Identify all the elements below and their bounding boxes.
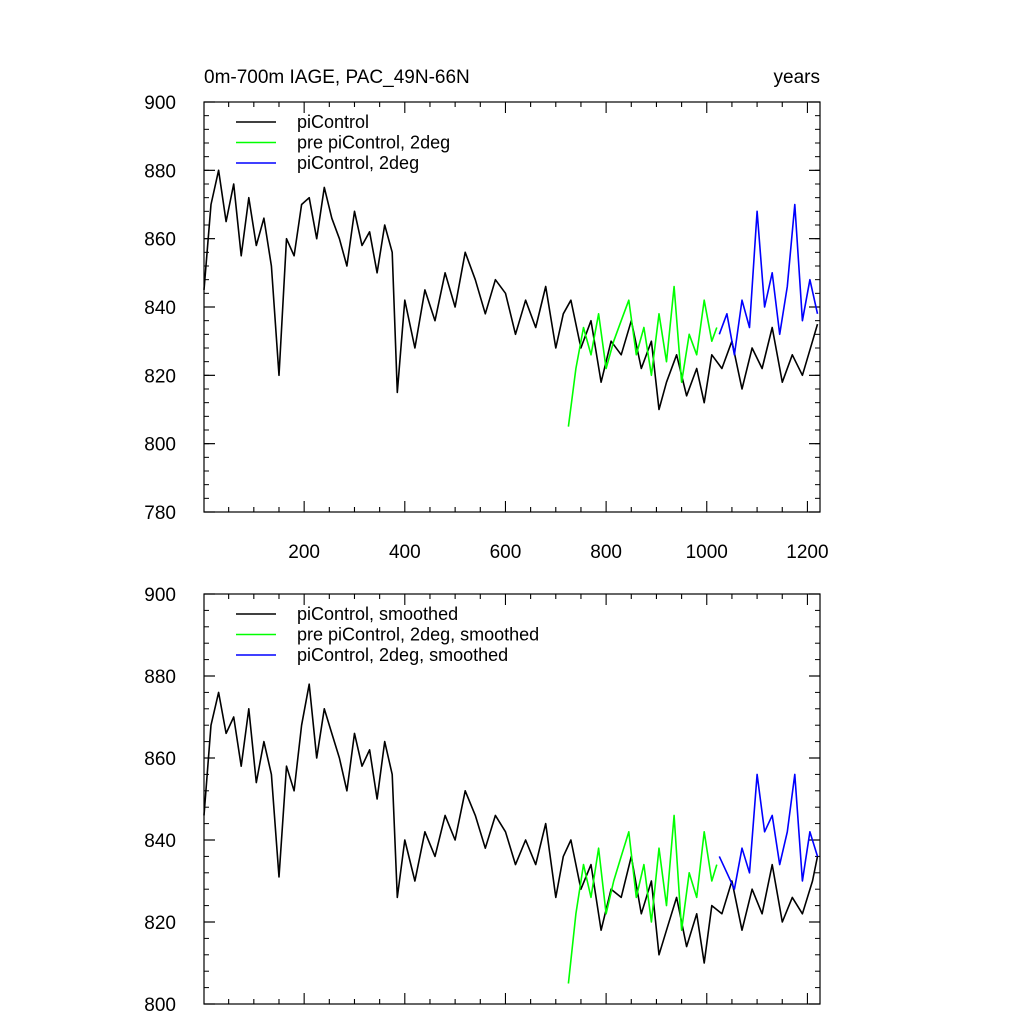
y-tick-label: 800 (144, 995, 176, 1016)
figure-units-label: years (774, 67, 820, 88)
x-tick-label: 600 (490, 542, 522, 563)
y-tick-label: 820 (144, 913, 176, 934)
y-tick-label: 880 (144, 161, 176, 182)
legend-label: pre piControl, 2deg (297, 133, 450, 153)
top-panel-time-series: 780 800 820 840 860 880 900 200 400 600 800 1000 120… (144, 93, 828, 563)
x-tick-label: 1200 (786, 542, 828, 563)
y-tick-label: 880 (144, 667, 176, 688)
y-tick-label: 860 (144, 230, 176, 251)
x-tick-label: 200 (288, 542, 320, 563)
y-tick-label: 820 (144, 366, 176, 387)
x-tick-label: 1000 (686, 542, 728, 563)
y-tick-label: 780 (144, 503, 176, 524)
series-line-2 (718, 203, 819, 356)
y-tick-label: 900 (144, 93, 176, 114)
bottom-panel-smoothed-time-series: 800 820 840 860 880 900 piControl, smoothedpre… (144, 585, 821, 1016)
x-tick-label: 400 (389, 542, 421, 563)
y-tick-label: 860 (144, 749, 176, 770)
legend-label: piControl, 2deg (297, 153, 419, 173)
y-tick-label: 840 (144, 831, 176, 852)
y-tick-label: 800 (144, 435, 176, 456)
series-line-0 (203, 683, 819, 964)
series-line-2 (718, 773, 819, 891)
legend-label: pre piControl, 2deg, smoothed (297, 625, 539, 645)
figure-title: 0m-700m IAGE, PAC_49N-66N (204, 67, 470, 88)
y-tick-label: 840 (144, 298, 176, 319)
y-tick-label: 900 (144, 585, 176, 606)
series-line-1 (567, 285, 718, 427)
series-line-1 (567, 814, 718, 984)
legend-label: piControl, smoothed (297, 604, 458, 624)
series-line-0 (203, 169, 819, 411)
legend-label: piControl (297, 112, 369, 132)
legend-label: piControl, 2deg, smoothed (297, 645, 508, 665)
x-tick-label: 800 (590, 542, 622, 563)
bottom-panel-frame (203, 593, 821, 1005)
